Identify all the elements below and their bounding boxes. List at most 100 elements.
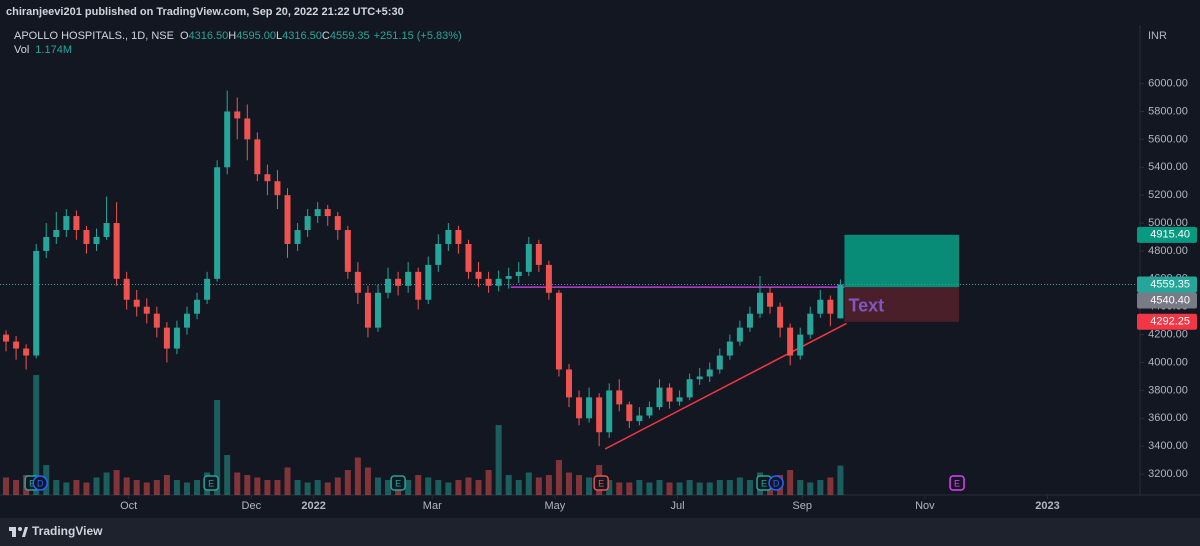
candle-body: [33, 250, 40, 356]
volume-value: 1.174M: [35, 44, 72, 56]
volume-bar: [435, 480, 442, 495]
volume-bar: [586, 477, 593, 495]
last-price-tag-bg: [1137, 276, 1197, 293]
y-tick-label: 4000.00: [1148, 356, 1188, 368]
trendline: [604, 322, 847, 450]
candle-body: [686, 379, 693, 398]
y-tick-label: 5000.00: [1148, 217, 1188, 229]
volume-bar: [555, 460, 562, 495]
volume-bar: [83, 482, 90, 495]
volume-bar: [324, 482, 331, 495]
volume-bar: [646, 482, 653, 495]
candle-body: [304, 216, 311, 231]
x-tick-label: Mar: [423, 500, 442, 512]
event-label: E: [395, 478, 401, 488]
candle-body: [415, 271, 422, 300]
candle-body: [163, 327, 170, 349]
candle-body: [485, 278, 492, 286]
stop-tag: 4292.25: [1150, 316, 1190, 328]
candle-body: [244, 118, 251, 140]
volume-bar: [264, 480, 271, 495]
y-tick-label: 3600.00: [1148, 412, 1188, 424]
volume-bar: [183, 482, 190, 495]
candle-body: [515, 271, 522, 277]
volume-bar: [576, 475, 583, 495]
candle-body: [676, 397, 683, 402]
volume-bar: [3, 477, 10, 495]
candle-body: [254, 139, 261, 175]
volume-bar: [656, 480, 663, 495]
event-label: E: [954, 478, 960, 488]
change: +251.15 (+5.83%): [374, 30, 462, 42]
event-marker: [593, 475, 609, 491]
candle-body: [274, 181, 281, 196]
volume-bar: [354, 457, 361, 495]
volume-bar: [123, 477, 130, 495]
candle-body: [93, 236, 100, 244]
y-tick-label: 3800.00: [1148, 384, 1188, 396]
target-tag: 4915.40: [1150, 229, 1190, 241]
target-zone: [844, 234, 960, 288]
volume-bar: [173, 480, 180, 495]
candle-body: [736, 327, 743, 342]
candle-body: [757, 292, 763, 314]
volume-bar: [224, 455, 231, 495]
candle-body: [204, 278, 211, 300]
y-tick-label: 4200.00: [1148, 329, 1188, 341]
y-tick-label: 3400.00: [1148, 440, 1188, 452]
logo-mark: [12, 527, 16, 537]
volume-bar: [525, 472, 532, 495]
symbol: APOLLO HOSPITALS., 1D, NSE: [14, 30, 174, 42]
ohlc-value: 4595.00: [236, 30, 276, 42]
volume-bar: [405, 480, 412, 495]
candle-body: [214, 167, 221, 279]
volume-bar: [445, 482, 452, 495]
volume-bar: [334, 477, 341, 495]
candle-body: [183, 313, 190, 328]
stop-zone: [844, 287, 960, 322]
candle-body: [264, 174, 271, 182]
candle-body: [817, 299, 824, 314]
candle-body: [83, 230, 90, 244]
candle-body: [133, 299, 140, 307]
volume-bar: [53, 480, 60, 495]
ohlc-value: 4559.35: [330, 30, 370, 42]
candle-body: [505, 276, 512, 279]
volume-bar: [666, 482, 673, 495]
candle-body: [103, 223, 110, 237]
volume-bar: [535, 477, 542, 495]
volume-bar: [455, 480, 462, 495]
event-marker: [390, 475, 406, 491]
candle-body: [374, 292, 381, 328]
candle-body: [73, 216, 80, 231]
stop-tag-bg: [1137, 313, 1197, 330]
volume-bar: [133, 480, 140, 495]
event-label: D: [773, 478, 780, 488]
volume-bar: [274, 480, 281, 495]
candle-body: [13, 341, 20, 349]
volume-bar: [113, 470, 120, 495]
volume-bar: [385, 480, 392, 495]
x-tick-label: Dec: [242, 500, 262, 512]
candle-body: [113, 223, 120, 279]
volume-bar: [33, 375, 40, 495]
volume-bar: [163, 475, 170, 495]
volume-bar: [485, 470, 492, 495]
volume-bar: [706, 482, 713, 495]
footer-bar: [0, 518, 1200, 546]
volume-bar: [736, 477, 743, 495]
event-marker: [203, 475, 219, 491]
volume-bar: [495, 425, 502, 495]
ohlc-label: H: [228, 30, 236, 42]
event-marker: [949, 475, 965, 491]
volume-bar: [505, 475, 512, 495]
y-tick-label: 6000.00: [1148, 77, 1188, 89]
candle-body: [143, 306, 150, 314]
candle-body: [495, 278, 502, 286]
candle-body: [726, 341, 733, 356]
y-tick-label: 5200.00: [1148, 189, 1188, 201]
event-label: E: [29, 478, 35, 488]
candle-body: [827, 299, 834, 314]
